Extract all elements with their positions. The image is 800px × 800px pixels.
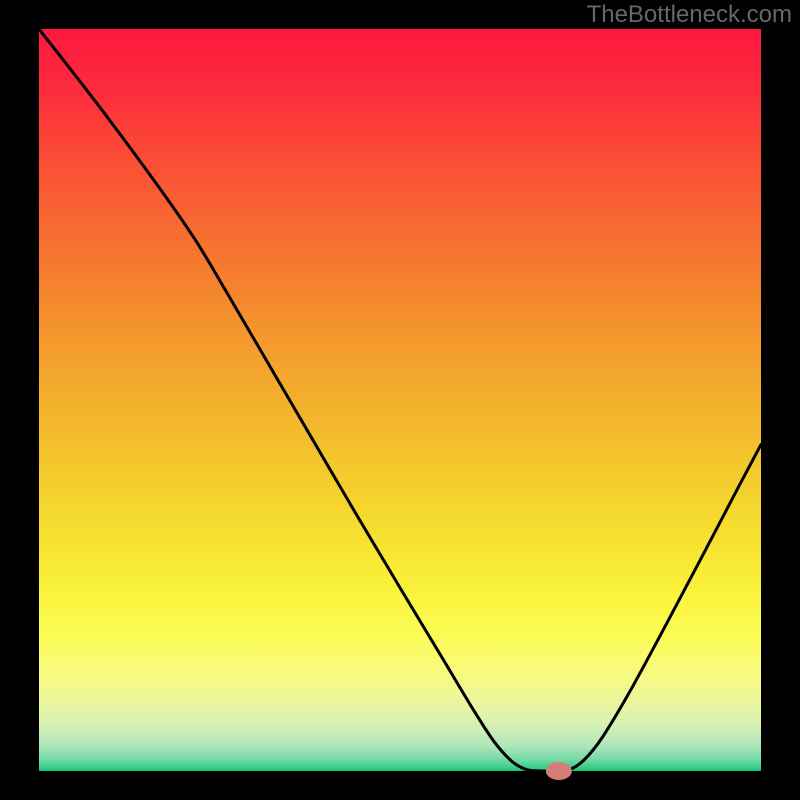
plot-area — [39, 29, 761, 771]
watermark-text: TheBottleneck.com — [587, 1, 792, 28]
minimum-marker — [546, 762, 572, 780]
